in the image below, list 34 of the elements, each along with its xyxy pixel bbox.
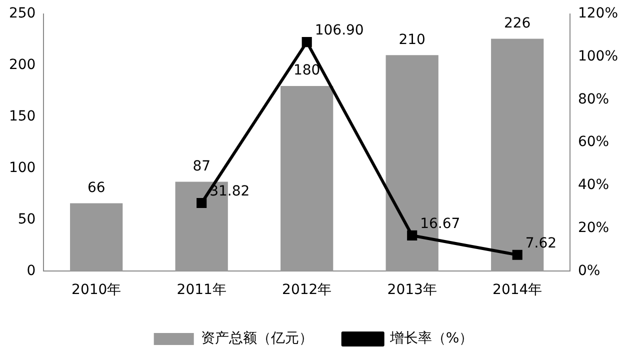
y2-tick-label: 20% (578, 220, 610, 236)
data-label: 180 (293, 62, 320, 79)
x-tick-label: 2010年 (72, 282, 122, 298)
x-tick-label: 2014年 (492, 282, 542, 298)
y-tick-label: 50 (18, 211, 36, 228)
legend-label: 资产总额（亿元） (200, 330, 313, 347)
point (196, 198, 207, 208)
data-label: 31.82 (210, 184, 250, 200)
y-tick-label: 250 (8, 6, 36, 22)
data-label: 16.67 (420, 216, 460, 232)
y2-tick-label: 60% (578, 134, 610, 150)
point (302, 37, 312, 48)
legend-label: 增长率（%） (388, 330, 474, 347)
bar (70, 203, 123, 272)
point (407, 230, 418, 241)
data-label: 106.90 (314, 22, 364, 39)
data-label: 66 (87, 180, 106, 196)
data-label: 226 (504, 15, 531, 32)
y-tick-label: 200 (8, 57, 36, 74)
data-label: 210 (398, 32, 426, 48)
y2-tick-label: 40% (578, 177, 610, 194)
x-tick-label: 2011年 (176, 282, 226, 298)
y-tick-label: 100 (8, 160, 36, 176)
x-tick-label: 2013年 (387, 282, 437, 298)
data-label: 87 (192, 158, 211, 174)
y2-tick-label: 80% (578, 91, 610, 108)
y2-tick-label: 120% (578, 6, 618, 22)
y2-tick-label: 100% (578, 48, 618, 65)
y2-tick-label: 0% (578, 262, 600, 279)
y-tick-label: 150 (8, 108, 36, 125)
x-tick-label: 2012年 (282, 282, 332, 298)
point (512, 250, 522, 260)
y-tick-label: 0 (26, 262, 36, 279)
bar (280, 86, 334, 272)
